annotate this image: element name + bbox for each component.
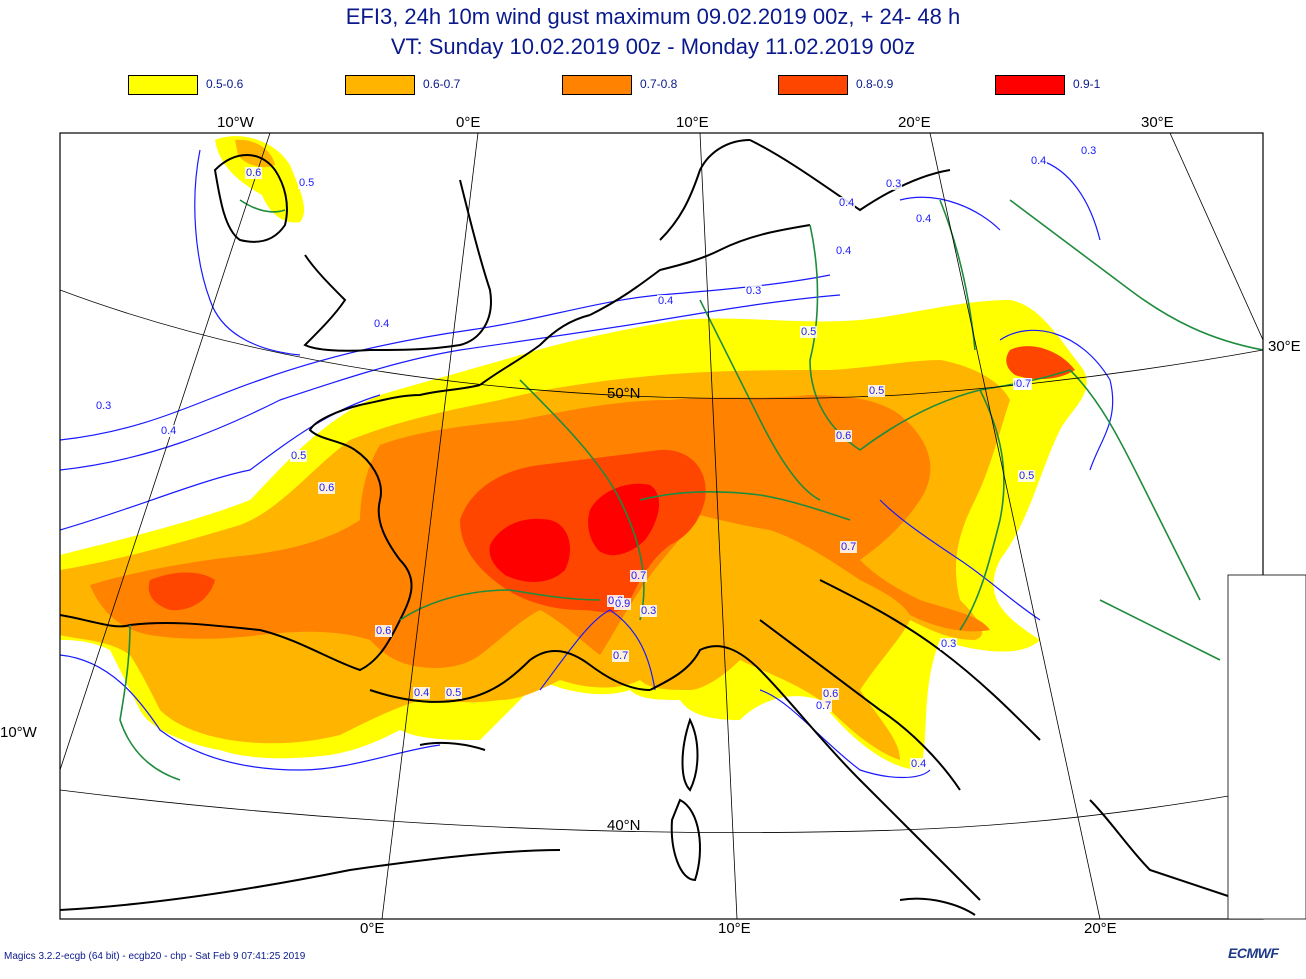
coast-gb: [303, 179, 492, 352]
contour-label: 0.5: [868, 385, 886, 397]
contour-label: 0.4: [160, 425, 178, 437]
legend-label: 0.5-0.6: [206, 77, 244, 91]
legend-label: 0.9-1: [1073, 77, 1101, 91]
lon-label-top-10e: 10°E: [676, 114, 709, 131]
contour-label: 0.7: [840, 541, 858, 553]
lon-label-bottom-10e: 10°E: [718, 920, 751, 937]
contour-label: 0.5: [298, 177, 316, 189]
lon-label-top-30e: 30°E: [1141, 114, 1174, 131]
efi-contours: [60, 149, 1114, 779]
legend-swatch: [345, 75, 415, 95]
contour-label: 0.9: [614, 598, 632, 610]
coast-italy: [649, 645, 981, 901]
shade-0.8: [148, 572, 215, 611]
inset-box: [1227, 574, 1306, 920]
lat-label-40n: 40°N: [607, 817, 641, 834]
contour-label: 0.4: [657, 295, 675, 307]
legend-swatch: [128, 75, 198, 95]
shade-uk: [215, 136, 305, 223]
coast-corsica: [681, 717, 699, 792]
contour-label: 0.5: [290, 450, 308, 462]
coastlines: [60, 139, 1241, 916]
coast-greece: [1089, 799, 1241, 901]
lon-label-top-10w: 10°W: [217, 114, 254, 131]
legend-label: 0.8-0.9: [856, 77, 894, 91]
contour-label: 0.5: [1018, 470, 1036, 482]
contour-label: 0.4: [413, 687, 431, 699]
map-layers: [60, 133, 1263, 919]
contour-label: 0.7: [1015, 378, 1033, 390]
contour-label: 0.4: [835, 245, 853, 257]
shade-0.9: [588, 483, 660, 556]
contour-label: 0.4: [838, 197, 856, 209]
contour-label: 0.5: [800, 326, 818, 338]
contour-label: 0.6: [822, 688, 840, 700]
coast-med-france: [369, 649, 651, 703]
lon-label-top-0e: 0°E: [456, 114, 481, 131]
coast-iberia-north: [60, 449, 413, 672]
coast-germany-north: [589, 224, 811, 316]
contour-label: 0.4: [1030, 155, 1048, 167]
coast-lowlands: [479, 314, 591, 386]
coast-denmark: [659, 139, 751, 241]
graticule: [60, 133, 1263, 919]
coast-balearic: [419, 741, 486, 751]
legend-swatch: [995, 75, 1065, 95]
contour-label: 0.3: [95, 400, 113, 412]
lon-label-bottom-20e: 20°E: [1084, 920, 1117, 937]
contour-label: 0.4: [373, 318, 391, 330]
legend-label: 0.6-0.7: [423, 77, 461, 91]
contour-label: 0.7: [815, 700, 833, 712]
lon-label-bottom-0e: 0°E: [360, 920, 385, 937]
coast-baltic: [749, 139, 951, 212]
contour-label: 0.7: [612, 650, 630, 662]
lat-label-50n: 50°N: [607, 385, 641, 402]
coast-italy-east: [759, 619, 961, 791]
efi-shading: [60, 136, 1087, 770]
contour-label: 0.3: [885, 178, 903, 190]
contour-label: 0.6: [835, 430, 853, 442]
contour-label: 0.4: [910, 758, 928, 770]
contour-label: 0.7: [630, 570, 648, 582]
legend-swatch: [562, 75, 632, 95]
legend-swatch: [778, 75, 848, 95]
contour-label: 0.3: [940, 638, 958, 650]
map-frame: [59, 132, 1264, 920]
contour-label: 0.3: [640, 605, 658, 617]
shade-0.8: [1006, 346, 1075, 380]
coast-france-west: [308, 384, 481, 451]
lon-label-left-10w: 10°W: [0, 724, 37, 741]
lon-label-top-20e: 20°E: [898, 114, 931, 131]
map-title: EFI3, 24h 10m wind gust maximum 09.02.20…: [345, 4, 961, 29]
coast-sicily: [899, 897, 976, 916]
shade-0.9: [489, 518, 570, 582]
contour-label: 0.3: [745, 285, 763, 297]
contour-label: 0.6: [245, 167, 263, 179]
contour-label: 0.5: [445, 687, 463, 699]
contour-label: 0.6: [318, 482, 336, 494]
lon-label-right-30e: 30°E: [1268, 338, 1301, 355]
footer-credit: Magics 3.2.2-ecgb (64 bit) - ecgb20 - ch…: [4, 951, 306, 962]
country-borders: [119, 199, 1263, 781]
contour-label: 0.3: [1080, 145, 1098, 157]
contour-label: 0.4: [915, 213, 933, 225]
coast-ireland: [213, 154, 288, 243]
contour-label: 0.6: [375, 625, 393, 637]
legend-label: 0.7-0.8: [640, 77, 678, 91]
coast-adriatic: [819, 579, 1041, 741]
coast-sardinia: [670, 798, 701, 882]
valid-time: VT: Sunday 10.02.2019 00z - Monday 11.02…: [390, 34, 916, 59]
coast-north-africa: [60, 849, 561, 911]
ecmwf-logo: ECMWF: [1228, 945, 1279, 961]
